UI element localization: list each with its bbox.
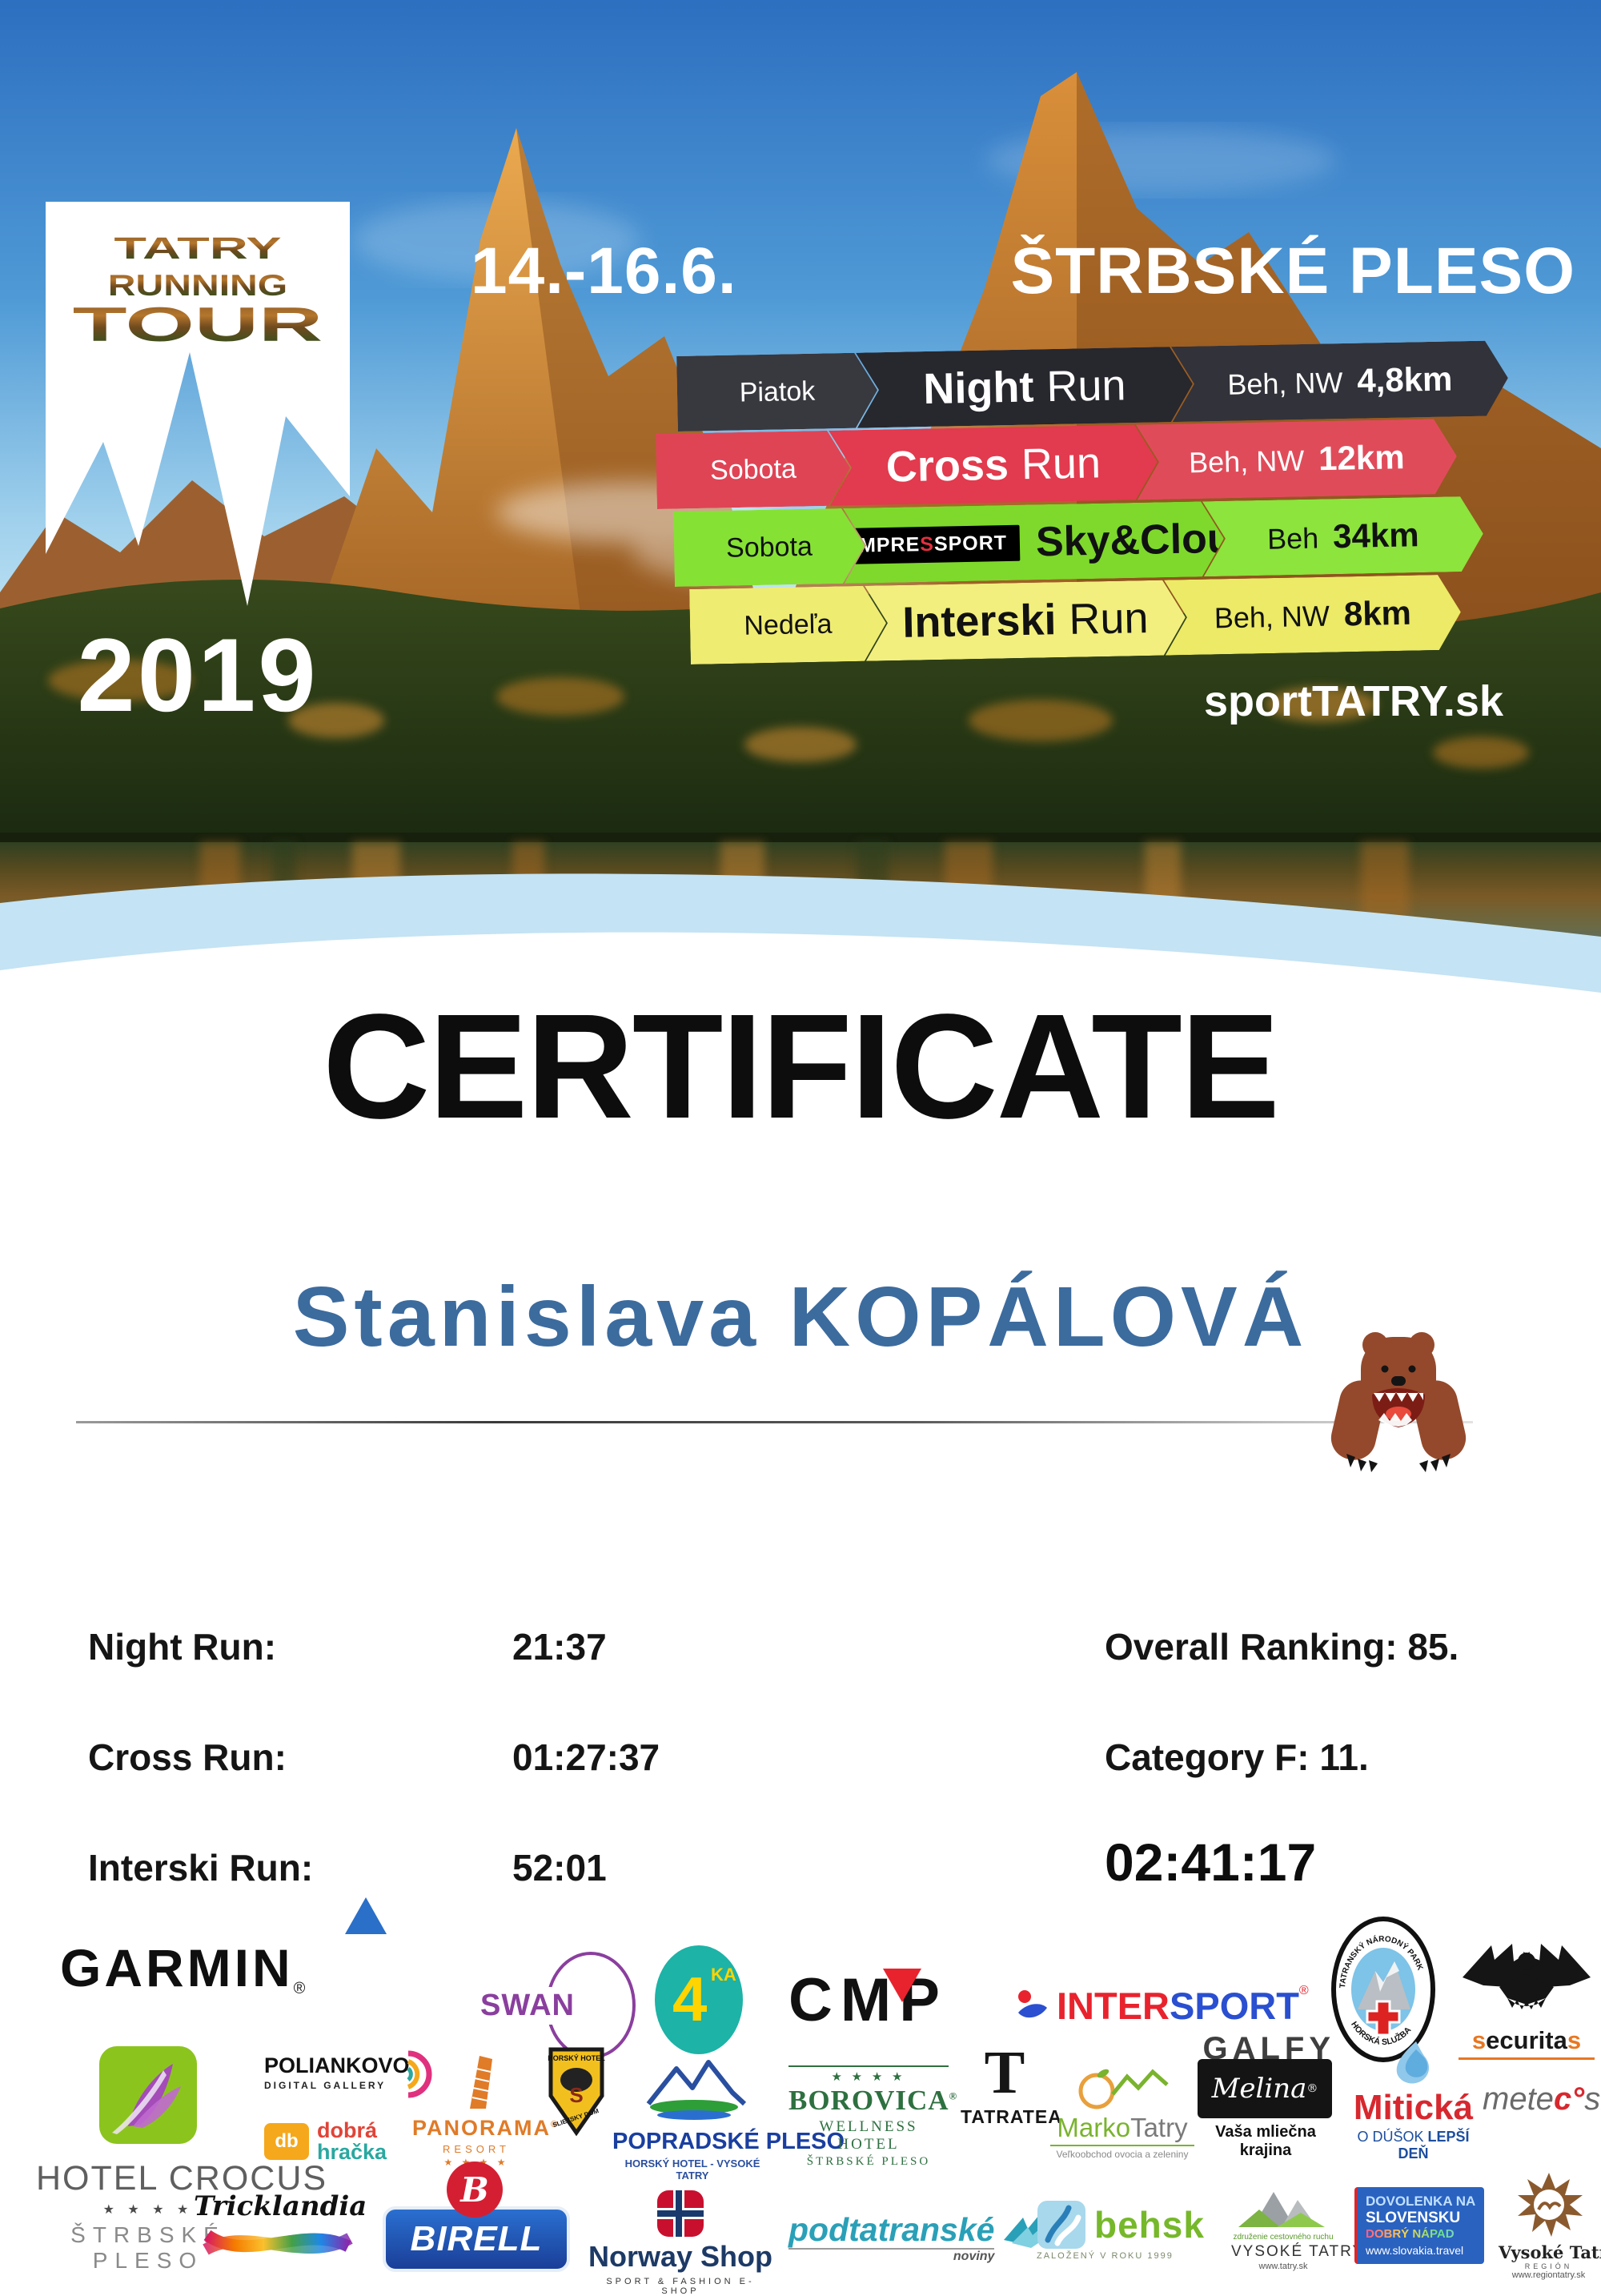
banner-distance: Beh, NW 8km	[1164, 575, 1462, 656]
region-tatry-sun-icon	[1517, 2173, 1583, 2237]
tanap-badge-icon: TATRANSKÝ NÁRODNÝ PARK HORSKÁ SLUŽBA	[1331, 1917, 1435, 2062]
miticka-water-icon	[1396, 2041, 1429, 2084]
sponsor-podtatranske-noviny: podtatranské noviny	[788, 2211, 1053, 2264]
banner-title: Night Run	[856, 347, 1194, 428]
bear-icon	[1330, 1332, 1467, 1472]
race-banners: Piatok Night Run Beh, NW 4,8km Sobota Cros…	[656, 356, 1508, 667]
sponsor-panorama-resort: PANORAMA® RESORT ★ ★ ★ ★	[412, 2051, 557, 2168]
sponsor-melina: Melina ® Vaša mliečna krajina	[1198, 2059, 1334, 2160]
event-location: ŠTRBSKÉ PLESO	[1010, 235, 1575, 307]
certificate-title: CERTIFICATE	[323, 984, 1280, 1150]
sponsor-dobra-hracka: db dobrá hračka	[264, 2120, 424, 2163]
sponsor-borovica: ★ ★ ★ ★ BOROVICA® WELLNESS HOTEL ŠTRBSKÉ…	[788, 2065, 957, 2169]
tatratea-t-icon: T	[984, 2039, 1025, 2106]
logo-line-3: TOUR	[0, 301, 479, 349]
banner-title: Cross Run	[829, 424, 1158, 506]
dobra-hracka-icon: db	[264, 2123, 309, 2160]
sponsor-4ka: 4 KA	[655, 1945, 743, 2054]
event-heading: 14.-16.6. ŠTRBSKÉ PLESO	[471, 234, 1575, 309]
sponsor-poliankovo: POLIANKOVO DIGITAL GALLERY	[264, 2050, 432, 2098]
sponsor-tanap-horska-sluzba: TATRANSKÝ NÁRODNÝ PARK HORSKÁ SLUŽBA	[1330, 1915, 1436, 2067]
hero-photo: TATRY RUNNING TOUR 2019 14.-16.6. ŠTRBSK…	[0, 0, 1601, 1089]
sponsor-cmp: CMP	[788, 1966, 948, 2034]
crocus-flower-icon	[99, 2046, 197, 2144]
banner-title: ≋ COMPRESSPORT Sky&Clouds	[843, 501, 1225, 584]
runner-name: Stanislava KOPÁLOVÁ	[292, 1270, 1309, 1364]
horsky-hotel-shield-icon: HORSKÝ HOTEL S SLIEZSKY DOM	[548, 2047, 605, 2137]
garmin-triangle-icon	[345, 1897, 387, 1934]
4ka-number: 4	[672, 1964, 708, 2034]
sponsor-horsky-hotel: HORSKÝ HOTEL S SLIEZSKY DOM	[546, 2046, 607, 2146]
result-label: Night Run:	[88, 1626, 277, 1668]
banner-day: Nedeľa	[689, 585, 887, 664]
result-value: 21:37	[512, 1626, 607, 1668]
category-ranking: Category F: 11.	[1105, 1736, 1369, 1778]
cmp-triangle-icon	[883, 1969, 921, 2002]
flag-shape	[46, 202, 350, 606]
overall-ranking: Overall Ranking: 85.	[1105, 1626, 1459, 1668]
sponsor-slovakia-travel: DOVOLENKA NA SLOVENSKU DOBRÝ NÁPAD www.s…	[1354, 2187, 1484, 2264]
banner-cross-run: Sobota Cross Run Beh, NW 12km	[656, 418, 1509, 509]
birell-b-icon: B	[447, 2162, 503, 2218]
sponsor-intersport: INTERSPORT® GALFY	[1015, 1984, 1335, 2067]
banner-day: Piatok	[676, 352, 878, 432]
securitas-eagle-icon	[1463, 1944, 1591, 2009]
sponsor-popradske-pleso: POPRADSKÉ PLESO HORSKÝ HOTEL - VYSOKÉ TA…	[612, 2054, 845, 2182]
result-value: 52:01	[512, 1847, 607, 1889]
borovica-stars: ★ ★ ★ ★	[788, 2065, 949, 2085]
sponsor-tatratea: T TATRATEA	[961, 2039, 1062, 2128]
sponsor-vysoke-tatry: združenie cestovného ruchu VYSOKÉ TATRY …	[1231, 2187, 1362, 2271]
panorama-tower-icon	[470, 2056, 492, 2109]
sponsor-behsk: behsk ZALOŽENÝ V ROKU 1999	[1037, 2200, 1221, 2261]
total-time: 02:41:17	[1105, 1832, 1317, 1892]
vysoke-tatry-mountains-icon	[1238, 2192, 1325, 2227]
website-url: sportTATRY.sk	[1203, 677, 1503, 725]
sponsor-tricklandia: Tricklandia	[194, 2190, 367, 2271]
sponsor-region-tatry: Vysoké Tatry REGIÓN www.regiontatry.sk	[1499, 2171, 1601, 2280]
divider-line	[76, 1421, 1473, 1423]
sponsor-norway-shop: Norway Shop SPORT & FASHION E-SHOP	[588, 2190, 772, 2296]
svg-text:S: S	[569, 2083, 583, 2107]
svg-text:HORSKÝ HOTEL: HORSKÝ HOTEL	[548, 2053, 605, 2062]
banner-distance: Beh, NW 12km	[1136, 419, 1458, 500]
tricklandia-ribbon-icon	[203, 2230, 353, 2255]
norway-flag-icon	[657, 2190, 704, 2237]
tatry-running-tour-logo: TATRY RUNNING TOUR	[46, 202, 350, 638]
behsk-runner-icon	[1037, 2201, 1085, 2249]
banner-night-run: Piatok Night Run Beh, NW 4,8km	[676, 340, 1509, 432]
banner-distance: Beh 34km	[1202, 496, 1484, 577]
banner-day: Sobota	[656, 430, 851, 509]
result-label: Interski Run:	[88, 1847, 314, 1889]
banner-day: Sobota	[673, 508, 865, 587]
popradske-mountains-icon	[646, 2060, 747, 2120]
banner-title: Interski Run	[865, 580, 1186, 661]
event-dates: 14.-16.6.	[471, 235, 737, 307]
intersport-icon	[1018, 1989, 1047, 2017]
crocus-stars: ★ ★ ★ ★	[102, 2203, 194, 2217]
banner-distance: Beh, NW 4,8km	[1171, 340, 1509, 422]
result-value: 01:27:37	[512, 1736, 660, 1778]
securitas-underline	[1459, 2057, 1595, 2060]
marko-apple-icon	[1078, 2069, 1169, 2109]
result-label: Cross Run:	[88, 1736, 287, 1778]
logo-line-1: TATRY	[0, 234, 464, 264]
poliankovo-arcs-icon	[407, 2050, 432, 2098]
sponsor-securitas: securitas	[1459, 1928, 1595, 2060]
sponsor-meteo-sk: metec°sk	[1483, 2081, 1601, 2117]
sponsor-garmin: GARMIN®	[60, 1897, 460, 1998]
sponsor-marko-tatry: MarkoTatry Veľkoobchod ovocia a zeleniny	[1050, 2065, 1194, 2160]
logo-line-2: RUNNING	[0, 271, 395, 300]
logo-year: 2019	[77, 616, 319, 733]
sponsor-swan: SWAN	[480, 1952, 648, 2059]
sponsor-miticka: Mitická O DÚŠOK LEPŠÍ DEŇ	[1343, 2040, 1483, 2162]
banner-interski-run: Nedeľa Interski Run Beh, NW 8km	[689, 573, 1509, 664]
